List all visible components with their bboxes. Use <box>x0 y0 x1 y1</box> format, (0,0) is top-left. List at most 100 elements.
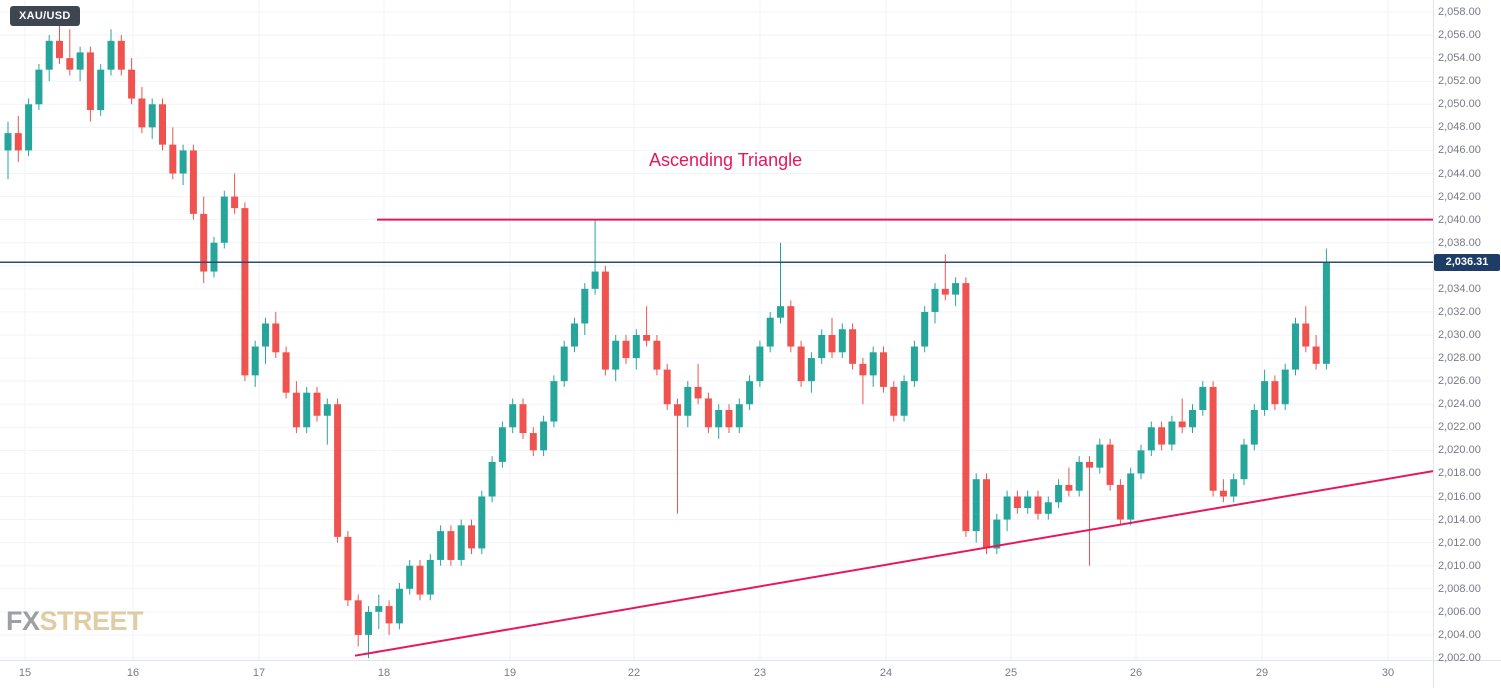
candle-body <box>601 271 609 370</box>
candle-body <box>1116 484 1124 520</box>
candle-body <box>1209 386 1217 491</box>
candles-group <box>4 23 1330 658</box>
candle-body <box>251 346 259 376</box>
candle-body <box>746 381 754 405</box>
candle-body <box>406 565 414 589</box>
candle-body <box>241 208 249 376</box>
y-axis-tick: 2,020.00 <box>1438 444 1481 457</box>
candle-body <box>694 386 702 399</box>
candle-body <box>138 98 146 128</box>
y-axis-tick: 2,002.00 <box>1438 652 1481 664</box>
y-axis-tick: 2,016.00 <box>1438 490 1481 503</box>
candle-body <box>900 381 908 416</box>
candle-body <box>354 600 362 635</box>
candle-body <box>704 398 712 428</box>
candle-body <box>1250 409 1258 445</box>
candle-body <box>529 433 537 451</box>
y-axis-tick: 2,048.00 <box>1438 121 1481 134</box>
candle-body <box>1158 427 1166 445</box>
y-axis-tick: 2,004.00 <box>1438 628 1481 641</box>
candle-body <box>1302 323 1310 347</box>
candle-body <box>962 283 970 532</box>
candle-body <box>128 69 136 99</box>
candle-body <box>303 392 311 428</box>
y-axis-tick: 2,030.00 <box>1438 329 1481 341</box>
candle-body <box>169 144 177 174</box>
candle-body <box>1055 484 1063 503</box>
candle-body <box>468 525 475 549</box>
watermark-street-text: STREET <box>39 606 144 636</box>
candle-body <box>179 150 187 174</box>
candle-body <box>488 461 496 497</box>
y-axis-tick: 2,014.00 <box>1438 513 1481 526</box>
candle-body <box>1189 409 1196 428</box>
candle-body <box>869 352 877 376</box>
x-axis-tick: 17 <box>252 667 266 679</box>
candle-body <box>591 271 599 289</box>
candle-body <box>1292 323 1299 370</box>
candle-body <box>653 340 661 370</box>
y-axis-tick: 2,012.00 <box>1438 536 1481 549</box>
support-trendline[interactable] <box>354 470 1434 657</box>
candle-body <box>540 421 548 451</box>
candle-body <box>66 58 74 70</box>
candle-body <box>766 317 774 347</box>
candle-body <box>1127 473 1135 520</box>
candle-body <box>818 335 826 359</box>
y-axis-tick: 2,040.00 <box>1438 213 1481 226</box>
x-axis-tick: 18 <box>377 667 391 679</box>
candle-body <box>416 565 424 595</box>
candle-body <box>437 531 445 560</box>
candle-body <box>97 69 105 111</box>
candle-body <box>952 283 960 295</box>
candle-body <box>457 525 465 560</box>
candle-body <box>262 323 269 347</box>
symbol-badge: XAU/USD <box>10 6 80 26</box>
candle-body <box>334 404 342 537</box>
candle-body <box>1178 421 1186 428</box>
candle-body <box>1147 427 1155 451</box>
candle-body <box>550 381 558 422</box>
candle-body <box>282 352 290 393</box>
candle-body <box>849 329 857 364</box>
x-axis-tick: 22 <box>627 667 641 679</box>
candle-body <box>1137 450 1145 474</box>
candle-body <box>1044 502 1052 514</box>
candle-body <box>4 133 12 151</box>
candle-body <box>972 479 980 532</box>
y-axis-tick: 2,022.00 <box>1438 421 1481 434</box>
candle-body <box>86 52 94 111</box>
candle-body <box>1096 444 1104 468</box>
candle-body <box>910 346 918 382</box>
candle-body <box>107 40 115 70</box>
x-axis-tick: 30 <box>1381 667 1395 679</box>
candle-body <box>1240 444 1248 480</box>
candle-body <box>509 404 517 428</box>
candle-body <box>395 588 403 624</box>
pattern-annotation: Ascending Triangle <box>649 150 803 170</box>
x-axis-tick: 29 <box>1255 667 1269 679</box>
candle-body <box>35 69 43 105</box>
y-axis-tick: 2,024.00 <box>1438 398 1481 411</box>
x-axis-tick: 19 <box>503 667 517 679</box>
last-price-badge: 2,036.31 <box>1434 253 1500 271</box>
y-axis-tick: 2,044.00 <box>1438 167 1481 180</box>
candle-body <box>1261 381 1269 410</box>
candle-body <box>375 606 383 612</box>
candle-body <box>189 150 197 214</box>
candle-body <box>560 346 568 382</box>
candle-body <box>571 323 578 347</box>
candle-body <box>45 40 53 70</box>
candle-body <box>1013 496 1021 509</box>
candle-body <box>581 288 589 324</box>
y-axis-tick: 2,010.00 <box>1438 559 1481 572</box>
candle-body <box>1199 386 1207 410</box>
candle-body <box>385 606 393 624</box>
candle-body <box>941 288 949 295</box>
candle-body <box>344 536 352 601</box>
candle-body <box>715 409 723 428</box>
candle-body <box>735 404 743 428</box>
candle-body <box>323 404 331 416</box>
